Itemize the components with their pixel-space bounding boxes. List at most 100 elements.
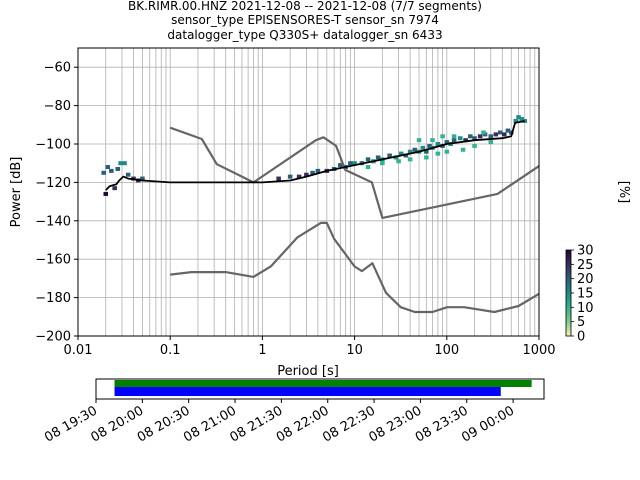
- psd-cell: [380, 161, 385, 166]
- noise-model-high-line: [169, 126, 540, 219]
- psd-plot: 0.01 0.1 1 10 100 1000 −200 −180 −160 −140 −120 −1…: [9, 47, 556, 379]
- noise-models: [169, 126, 540, 314]
- psd-cell: [103, 191, 109, 196]
- timeline-bar: [114, 387, 501, 396]
- psd-cell: [497, 130, 503, 135]
- psd-cell: [296, 174, 302, 179]
- psd-cell: [427, 143, 432, 148]
- psd-cell: [493, 132, 499, 137]
- psd-cell: [468, 134, 473, 139]
- psd-cell: [451, 138, 457, 143]
- psd-cell: [451, 134, 457, 139]
- psd-cell: [424, 155, 429, 160]
- psd-cell: [365, 165, 371, 170]
- colorbar-label: [%]: [616, 181, 631, 204]
- psd-cell: [375, 155, 381, 160]
- psd-cell: [304, 172, 309, 177]
- colorbar-gradient: [565, 249, 572, 337]
- psd-cell: [440, 134, 445, 139]
- colorbar-tick-label: 0: [577, 330, 585, 345]
- psd-cell: [519, 117, 525, 122]
- psd-cell: [407, 157, 413, 162]
- psd-cell: [105, 165, 110, 170]
- psd-cell: [477, 134, 483, 139]
- x-tick-label: 0.1: [160, 343, 181, 358]
- timeline-bars: [114, 380, 532, 396]
- psd-cell: [412, 147, 418, 152]
- psd-cell: [112, 186, 117, 191]
- title-line-2: sensor_type EPISENSORES-T sensor_sn 7974: [171, 13, 439, 27]
- title-line-1: BK.RIMR.00.HNZ 2021-12-08 -- 2021-12-08 …: [128, 0, 482, 13]
- psd-cell: [508, 130, 514, 135]
- psd-cell: [407, 149, 413, 154]
- timeline-bar: [114, 380, 532, 387]
- psd-cell: [396, 159, 401, 164]
- psd-cell: [444, 140, 450, 145]
- psd-cell: [352, 161, 357, 166]
- psd-cell: [435, 151, 441, 156]
- psd-cell: [444, 149, 450, 154]
- psd-cell: [101, 170, 106, 175]
- psd-cell: [125, 172, 131, 177]
- psd-cell: [522, 118, 527, 123]
- colorbar-tick-label: 5: [577, 315, 585, 330]
- y-tick-label: −120: [35, 176, 71, 191]
- psd-cell: [458, 136, 463, 141]
- psd-cell: [472, 143, 477, 148]
- x-tick-label: 1: [258, 343, 266, 358]
- psd-cell: [416, 138, 422, 143]
- psd-cell: [516, 115, 521, 120]
- psd-cell: [310, 170, 315, 175]
- psd-cell: [472, 136, 477, 141]
- y-tick-label: −200: [35, 330, 71, 345]
- plot-background: [78, 48, 539, 336]
- y-tick-label: −60: [44, 61, 71, 76]
- mean-curve: [105, 120, 525, 191]
- psd-cell: [488, 134, 494, 139]
- y-tick-label: −180: [35, 291, 71, 306]
- plot-frame: [77, 47, 540, 337]
- title-line-3: datalogger_type Q330S+ datalogger_sn 643…: [167, 28, 442, 42]
- psd-cell: [365, 157, 371, 162]
- y-tick-label: −80: [44, 99, 71, 114]
- psd-cell: [115, 166, 121, 171]
- x-tick-label: 0.01: [64, 343, 93, 358]
- psd-cell: [387, 153, 392, 158]
- psd-cell: [420, 145, 426, 150]
- x-axis-ticks: 0.01 0.1 1 10 100 1000: [64, 336, 556, 358]
- x-axis-label: Period [s]: [277, 364, 339, 379]
- x-tick-label: 100: [434, 343, 459, 358]
- y-tick-label: −140: [35, 214, 71, 229]
- psd-cell: [463, 138, 468, 143]
- colorbar-tick-label: 25: [577, 258, 594, 273]
- psd-cell: [424, 149, 429, 154]
- colorbar-tick-label: 30: [577, 244, 594, 259]
- timeline-tick-label: 09 00:00: [459, 403, 517, 445]
- y-axis-ticks: −200 −180 −160 −140 −120 −100 −80 −60: [35, 61, 78, 345]
- psd-cell: [460, 147, 466, 152]
- psd-cell: [501, 132, 507, 137]
- psd-cell: [348, 161, 353, 166]
- psd-cell: [513, 118, 519, 123]
- psd-cell: [315, 168, 321, 173]
- psd-cell: [109, 168, 114, 173]
- colorbar-tick-label: 20: [577, 272, 594, 287]
- psd-cell: [287, 174, 293, 179]
- psd-cell: [430, 138, 435, 143]
- psd-cell: [505, 128, 511, 133]
- y-axis-label: Power [dB]: [9, 157, 24, 228]
- psd-cell: [435, 142, 441, 146]
- psd-cell: [481, 130, 486, 135]
- psd-cell: [398, 151, 404, 156]
- psd-cell: [488, 140, 494, 145]
- psd-cell: [338, 163, 343, 168]
- colorbar-tick-label: 10: [577, 301, 594, 316]
- psd-cell: [140, 176, 145, 181]
- colorbar-tick-label: 15: [577, 287, 594, 302]
- psd-cell: [118, 161, 123, 166]
